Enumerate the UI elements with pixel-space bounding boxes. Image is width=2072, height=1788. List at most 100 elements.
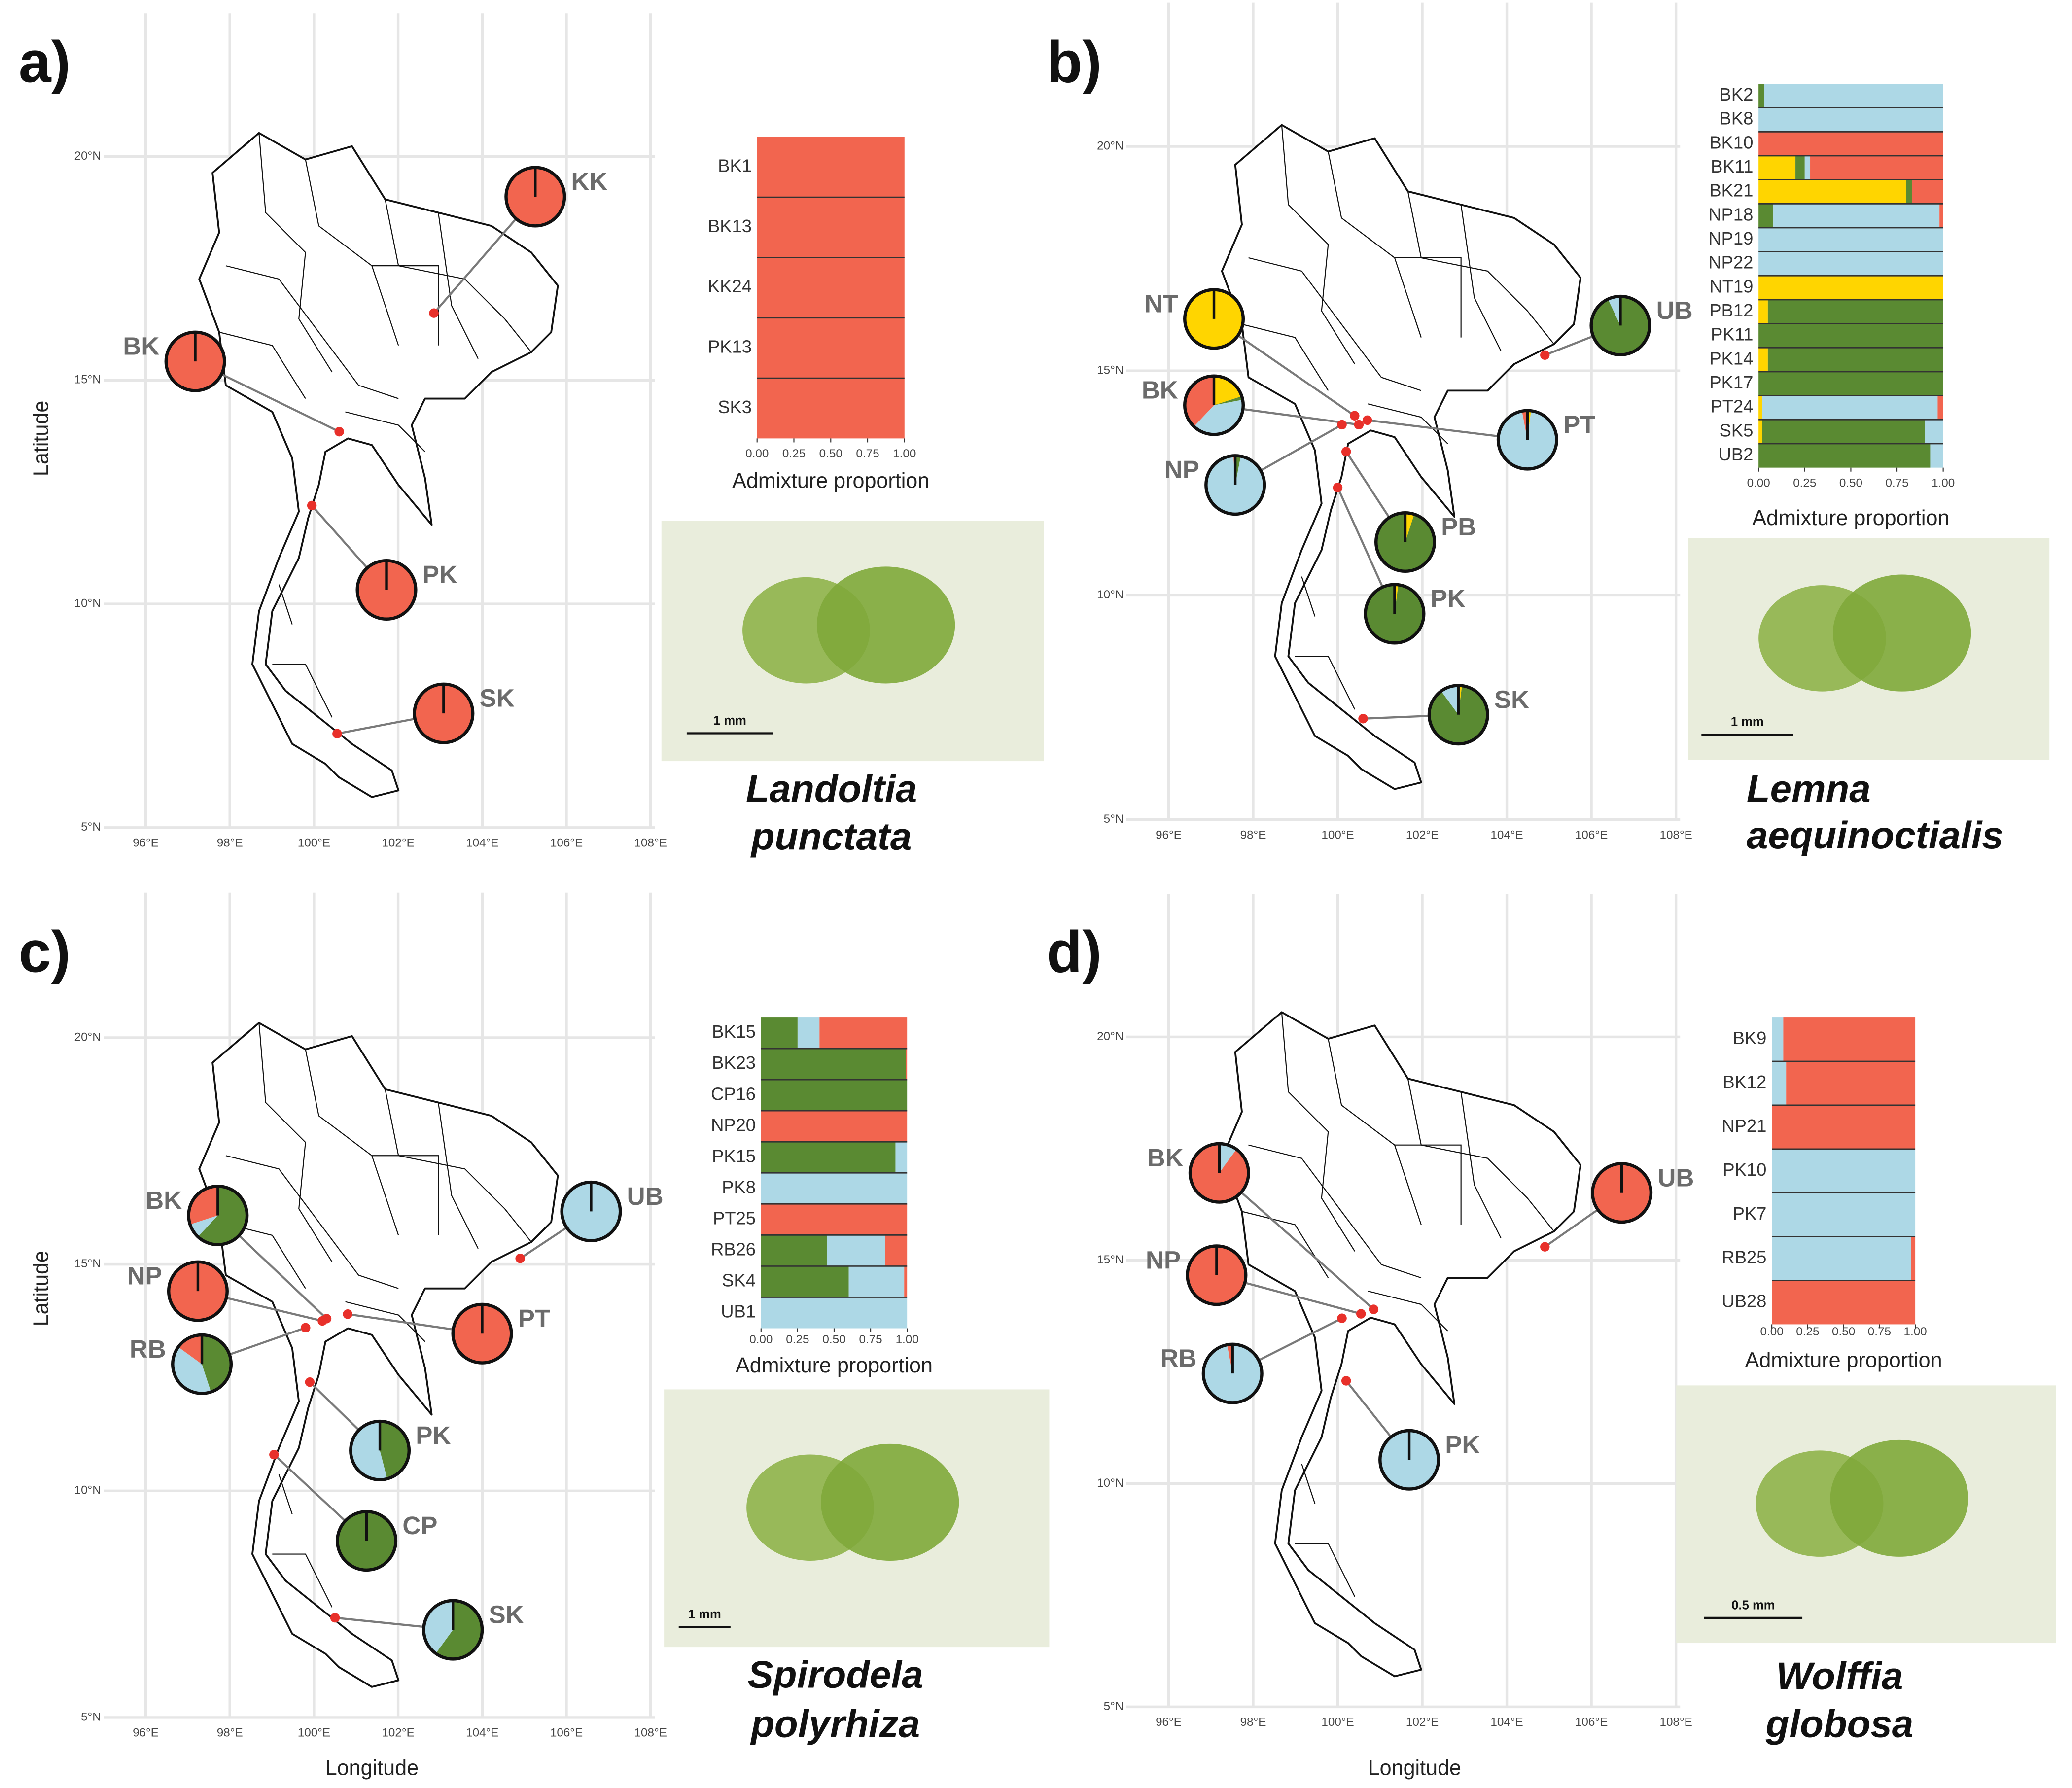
x-tick-label: 0.00 — [749, 1333, 773, 1346]
y-axis-label: Latitude — [30, 1251, 53, 1326]
pie-slice — [1441, 685, 1459, 715]
site-label: UB — [1656, 296, 1693, 324]
bar-segment — [1937, 395, 1943, 420]
y-tick-label: 10°N — [74, 1484, 101, 1497]
pie-slice — [1522, 410, 1528, 440]
category-label: NP20 — [711, 1115, 756, 1135]
bar-segment — [819, 1017, 908, 1049]
pie-slice — [190, 1215, 218, 1237]
bar-segment — [1925, 420, 1943, 444]
x-tick-label: 0.50 — [1839, 476, 1862, 490]
category-label: BK8 — [1720, 108, 1754, 129]
y-tick-label: 5°N — [1104, 812, 1124, 826]
site-point — [317, 1316, 327, 1326]
pie-slice — [173, 1347, 211, 1394]
bar-segment — [1772, 1236, 1911, 1281]
category-label: PK10 — [1722, 1159, 1766, 1180]
pie-slice — [1591, 296, 1650, 355]
panel-label: d) — [1047, 919, 1102, 984]
bar-segment — [1758, 179, 1906, 204]
scale-label: 1 mm — [1731, 715, 1764, 729]
site-label: PK — [1431, 585, 1466, 613]
x-tick-label: 98°E — [1240, 828, 1266, 841]
panel-label: a) — [19, 30, 70, 95]
bar-segment — [904, 1266, 908, 1297]
bar-segment — [1758, 204, 1774, 228]
x-tick-label: 98°E — [217, 837, 243, 850]
x-tick-label: 108°E — [634, 837, 667, 850]
site-label: NT — [1145, 289, 1178, 317]
site-point — [330, 1613, 340, 1623]
x-tick-label: 0.50 — [1832, 1325, 1855, 1338]
bar-segment — [761, 1017, 798, 1049]
bar-segment — [1758, 156, 1796, 180]
category-label: BK15 — [712, 1021, 756, 1042]
category-label: RB26 — [711, 1239, 756, 1260]
x-tick-label: 100°E — [298, 837, 330, 850]
site-label: UB — [627, 1182, 664, 1210]
bar-segment — [761, 1080, 908, 1111]
site-label: CP — [402, 1511, 437, 1540]
bar-segment — [885, 1235, 908, 1266]
bar-segment — [1810, 156, 1943, 180]
site-point — [334, 426, 344, 437]
site-label: PT — [1563, 411, 1595, 439]
pie-slice — [1405, 513, 1414, 542]
site-label: BK — [1142, 376, 1178, 404]
frond — [816, 566, 955, 684]
category-label: UB1 — [721, 1301, 756, 1322]
category-label: BK1 — [718, 156, 752, 176]
category-label: BK23 — [712, 1052, 756, 1073]
category-label: BK9 — [1733, 1028, 1767, 1048]
y-tick-label: 10°N — [1097, 1476, 1124, 1490]
bar-segment — [1758, 443, 1931, 468]
site-label: PK — [1445, 1431, 1480, 1459]
bar-segment — [827, 1235, 885, 1266]
pie-slice — [423, 1600, 453, 1654]
bar-segment — [1758, 107, 1943, 132]
site-label: SK — [1494, 685, 1529, 713]
x-tick-label: 96°E — [133, 837, 159, 850]
y-tick-label: 10°N — [1097, 588, 1124, 601]
bar-segment — [1758, 84, 1764, 108]
panel-label: c) — [19, 919, 70, 984]
site-label: PK — [416, 1421, 451, 1449]
x-tick-label: 0.75 — [1885, 476, 1908, 490]
bar-segment — [1762, 420, 1925, 444]
site-label: BK — [145, 1186, 182, 1214]
site-point — [1350, 411, 1360, 421]
bar-segment — [1758, 348, 1768, 372]
bar-segment — [906, 1049, 908, 1080]
category-label: PK8 — [722, 1177, 756, 1197]
x-tick-label: 1.00 — [1903, 1325, 1927, 1338]
bar-segment — [757, 317, 905, 379]
pie-slice — [435, 1600, 483, 1659]
site-label: NP — [1164, 456, 1199, 484]
pie-slice — [202, 1334, 231, 1392]
x-tick-label: 106°E — [1575, 1716, 1608, 1729]
bar-segment — [761, 1204, 908, 1235]
y-tick-label: 5°N — [81, 820, 101, 834]
y-tick-label: 20°N — [1097, 1030, 1124, 1043]
bar-segment — [1772, 1105, 1916, 1149]
x-tick-label: 96°E — [1156, 828, 1182, 841]
x-tick-label: 1.00 — [896, 1333, 919, 1346]
x-tick-label: 104°E — [1490, 828, 1523, 841]
bar-segment — [757, 137, 905, 198]
y-tick-label: 20°N — [1097, 139, 1124, 152]
x-axis-label: Admixture proportion — [1745, 1348, 1942, 1372]
pie-slice — [1608, 296, 1620, 326]
x-axis-label: Admixture proportion — [732, 469, 929, 493]
panel-label: b) — [1047, 30, 1102, 95]
species-name: globosa — [1765, 1702, 1914, 1745]
bar-segment — [1758, 323, 1943, 348]
x-tick-label: 0.50 — [819, 447, 843, 460]
x-tick-label: 106°E — [550, 837, 583, 850]
bar-segment — [1758, 228, 1943, 252]
pie-slice — [1214, 396, 1243, 406]
site-point — [301, 1323, 311, 1333]
site-label: PT — [518, 1304, 550, 1332]
bar-segment — [1767, 300, 1943, 324]
category-label: PT25 — [713, 1208, 756, 1228]
category-label: BK13 — [708, 216, 752, 236]
